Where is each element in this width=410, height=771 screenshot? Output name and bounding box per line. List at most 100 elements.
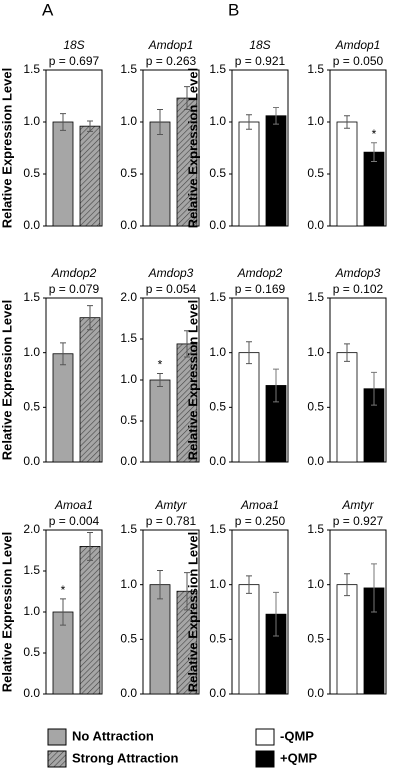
significance-mark: * xyxy=(372,127,377,141)
bar xyxy=(265,115,287,227)
error-bar xyxy=(60,113,66,131)
bar xyxy=(79,546,101,695)
y-tick-label: 0.0 xyxy=(307,218,324,232)
bar xyxy=(238,121,260,227)
y-tick-label: 0.0 xyxy=(23,454,40,468)
panel-title: 18S xyxy=(63,38,84,52)
y-tick-label: 0.5 xyxy=(307,632,324,646)
error-bar xyxy=(344,343,350,362)
y-tick-label: 1.0 xyxy=(23,114,40,128)
bar xyxy=(52,353,74,463)
p-value: p = 0.697 xyxy=(49,54,100,68)
y-tick-label: 0.5 xyxy=(23,166,40,180)
error-bar xyxy=(157,109,163,135)
error-bar xyxy=(60,342,66,366)
bar xyxy=(52,121,74,227)
y-tick-label: 1.5 xyxy=(209,290,226,304)
panel-title: Amdop2 xyxy=(51,266,97,280)
legend-swatch xyxy=(255,750,275,768)
p-value: p = 0.250 xyxy=(235,514,286,528)
significance-mark: * xyxy=(158,358,163,372)
y-tick-label: 0.0 xyxy=(120,218,137,232)
plot-frame xyxy=(329,297,387,463)
y-tick-label: 2.0 xyxy=(120,290,137,304)
plot-frame xyxy=(142,529,200,695)
y-tick-label: 0.0 xyxy=(120,454,137,468)
p-value: p = 0.054 xyxy=(146,282,197,296)
bar xyxy=(238,352,260,463)
bar xyxy=(336,121,358,227)
plot-frame xyxy=(231,529,289,695)
y-tick-label: 1.0 xyxy=(120,114,137,128)
error-bar xyxy=(246,341,252,365)
y-tick-label: 2.0 xyxy=(23,522,40,536)
bar xyxy=(149,379,171,463)
y-tick-label: 0.5 xyxy=(307,166,324,180)
plot-frame xyxy=(329,529,387,695)
error-bar xyxy=(60,598,66,626)
error-bar xyxy=(344,115,350,129)
error-bar xyxy=(246,575,252,594)
panel-title: 18S xyxy=(249,38,270,52)
y-tick-label: 1.0 xyxy=(120,577,137,591)
p-value: p = 0.927 xyxy=(333,514,384,528)
error-bar xyxy=(184,330,190,358)
error-bar xyxy=(87,120,93,132)
y-tick-label: 0.5 xyxy=(120,166,137,180)
y-tick-label: 1.5 xyxy=(209,522,226,536)
legend-label: -QMP xyxy=(280,728,314,743)
error-bar xyxy=(184,86,190,111)
error-bar xyxy=(273,591,279,637)
error-bar xyxy=(273,368,279,403)
y-tick-label: 0.5 xyxy=(307,400,324,414)
legend-label: +QMP xyxy=(280,750,318,765)
plot-frame xyxy=(329,69,387,227)
panel-title: Amdop1 xyxy=(335,38,381,52)
y-tick-label: 0.5 xyxy=(209,400,226,414)
bar xyxy=(79,125,101,227)
plot-frame xyxy=(231,69,289,227)
legend-swatch xyxy=(47,750,67,768)
y-tick-label: 1.5 xyxy=(23,563,40,577)
y-tick-label: 1.5 xyxy=(120,62,137,76)
error-bar xyxy=(371,371,377,406)
bar xyxy=(336,584,358,695)
panel-title: Amtyr xyxy=(341,498,374,512)
y-tick-label: 1.5 xyxy=(120,331,137,345)
y-axis-label: Relative Expression Level xyxy=(0,532,14,692)
panel-title: Amtyr xyxy=(154,498,187,512)
p-value: p = 0.781 xyxy=(146,514,197,528)
y-tick-label: 1.5 xyxy=(120,522,137,536)
y-tick-label: 1.5 xyxy=(23,290,40,304)
y-tick-label: 1.0 xyxy=(307,114,324,128)
y-tick-label: 1.0 xyxy=(23,345,40,359)
bar xyxy=(149,584,171,695)
y-tick-label: 0.5 xyxy=(23,645,40,659)
y-tick-label: 1.0 xyxy=(209,577,226,591)
y-tick-label: 1.5 xyxy=(307,290,324,304)
y-tick-label: 0.5 xyxy=(23,400,40,414)
plot-frame xyxy=(45,297,103,463)
error-bar xyxy=(87,531,93,561)
error-bar xyxy=(371,142,377,163)
y-tick-label: 0.0 xyxy=(209,218,226,232)
y-tick-label: 0.5 xyxy=(120,413,137,427)
plot-frame xyxy=(45,69,103,227)
y-tick-label: 0.0 xyxy=(209,686,226,700)
y-tick-label: 1.0 xyxy=(23,604,40,618)
error-bar xyxy=(344,573,350,597)
legend-swatch xyxy=(47,728,67,746)
y-tick-label: 0.5 xyxy=(209,166,226,180)
p-value: p = 0.050 xyxy=(333,54,384,68)
y-tick-label: 0.5 xyxy=(120,632,137,646)
panel-title: Amdop3 xyxy=(148,266,194,280)
error-bar xyxy=(184,572,190,611)
bar xyxy=(336,352,358,463)
y-axis-label: Relative Expression Level xyxy=(0,300,14,460)
panel-title: Amdop3 xyxy=(335,266,381,280)
legend-label: Strong Attraction xyxy=(72,750,178,765)
plot-frame xyxy=(142,69,200,227)
panel-title: Amdop2 xyxy=(237,266,283,280)
y-axis-label: Relative Expression Level xyxy=(185,300,200,460)
